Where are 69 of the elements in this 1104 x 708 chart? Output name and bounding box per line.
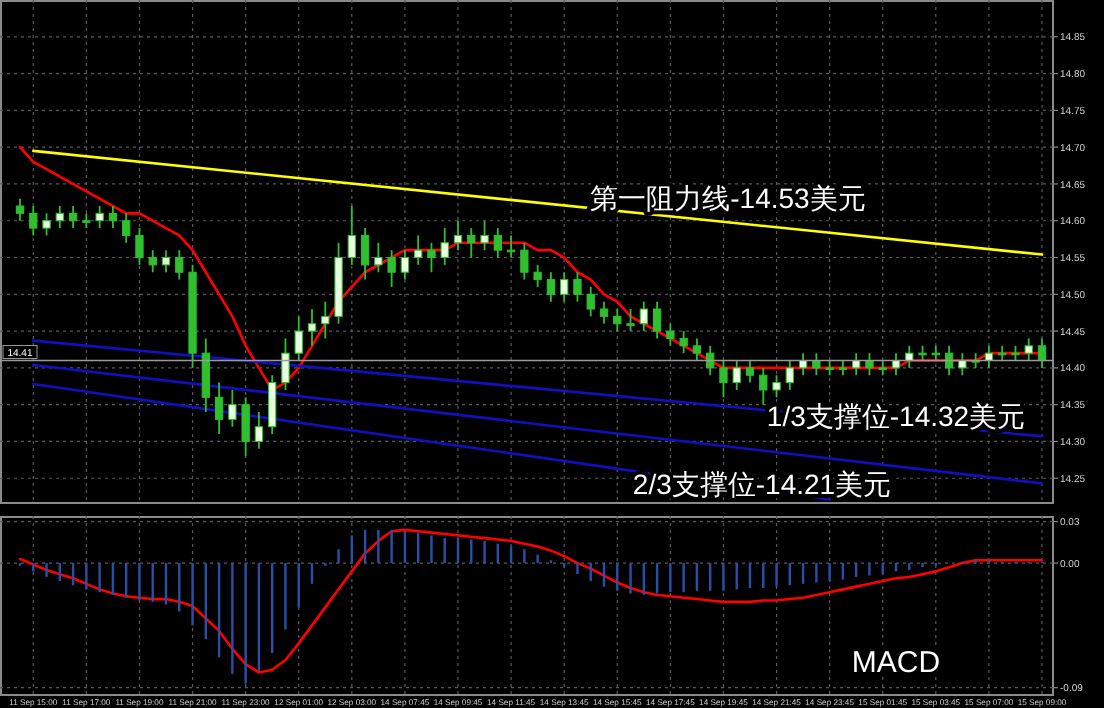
- candlestick: [201, 337, 210, 413]
- candlestick: [68, 205, 78, 229]
- candlestick: [639, 300, 648, 332]
- annotation: 第一阻力线-14.53美元: [590, 182, 866, 214]
- candlestick: [29, 205, 38, 237]
- candlestick: [745, 359, 755, 384]
- candlestick: [560, 271, 569, 303]
- candlestick: [480, 219, 489, 252]
- candlestick: [652, 300, 662, 340]
- candlestick: [679, 330, 688, 355]
- candlestick: [865, 352, 874, 377]
- candlestick: [533, 263, 542, 288]
- candlestick: [294, 315, 303, 362]
- candlestick: [812, 352, 821, 377]
- candlestick: [307, 308, 317, 347]
- candlestick: [453, 219, 463, 252]
- candlestick: [214, 381, 224, 435]
- candlestick: [281, 337, 290, 391]
- candlestick: [798, 352, 808, 377]
- candlestick: [785, 359, 794, 391]
- candlestick: [414, 234, 423, 266]
- candlestick: [427, 241, 436, 274]
- candlestick: [374, 241, 383, 274]
- candlestick: [95, 205, 104, 229]
- candlestick: [613, 308, 622, 332]
- candlestick: [706, 344, 715, 377]
- candlestick: [175, 249, 184, 281]
- candlestick: [692, 337, 702, 362]
- candlestick: [1024, 337, 1033, 362]
- candlestick: [254, 411, 264, 450]
- candlestick: [347, 205, 356, 266]
- candlestick: [42, 212, 51, 237]
- candlestick: [732, 359, 741, 391]
- candlestick: [122, 212, 131, 244]
- candlestick: [228, 389, 237, 428]
- candlestick: [161, 249, 171, 274]
- candlestick: [573, 271, 582, 303]
- candlestick: [55, 205, 64, 229]
- line-series: [18, 528, 1044, 674]
- candlestick: [241, 396, 250, 458]
- candlestick: [82, 212, 91, 229]
- candlestick: [546, 271, 556, 303]
- candlestick: [268, 374, 277, 435]
- candlestick: [321, 300, 330, 340]
- candlestick: [666, 322, 675, 347]
- candlestick: [360, 227, 370, 281]
- candlestick: [719, 359, 728, 399]
- candlestick: [599, 300, 609, 325]
- candlestick: [944, 344, 954, 377]
- candlestick: [15, 197, 25, 222]
- candlestick: [400, 249, 410, 281]
- candlestick: [135, 227, 144, 266]
- candlestick: [387, 249, 396, 288]
- candlestick: [626, 308, 635, 332]
- annotation: MACD: [851, 646, 941, 680]
- candlestick: [520, 241, 529, 281]
- candlestick: [148, 249, 157, 274]
- candlestick: [467, 227, 476, 259]
- candlestick: [586, 286, 595, 318]
- candlestick: [891, 352, 901, 377]
- candlestick: [772, 374, 781, 399]
- candlestick: [1037, 337, 1047, 369]
- candlestick: [958, 352, 967, 377]
- candlestick: [440, 227, 449, 266]
- candlestick: [759, 366, 768, 406]
- candlestick: [852, 352, 861, 377]
- candlestick: [493, 227, 502, 259]
- candlestick: [108, 205, 118, 229]
- candlestick: [905, 344, 914, 369]
